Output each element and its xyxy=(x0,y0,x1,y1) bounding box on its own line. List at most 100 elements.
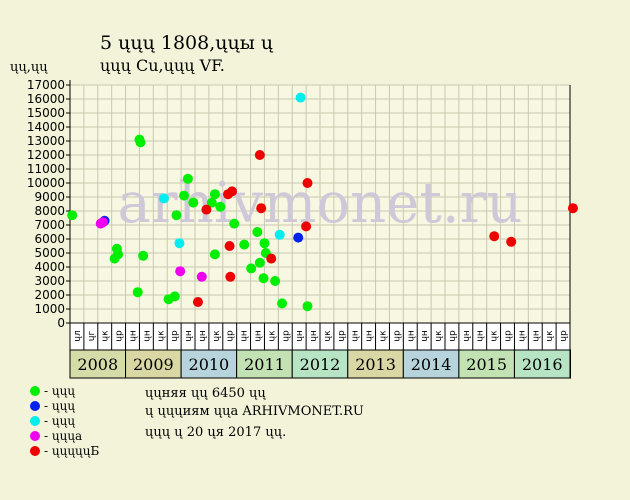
y-tick-labels: 0100020003000400050006000700080009000100… xyxy=(27,78,65,330)
month-tick-label: ųн xyxy=(295,330,305,342)
data-point xyxy=(254,257,265,268)
month-tick-label: ųр xyxy=(170,330,180,342)
average-price-note: ųųняя ųų 6450 ųų xyxy=(145,386,266,401)
month-tick-label: ųк xyxy=(545,330,555,342)
month-tick-label: ųр xyxy=(448,330,458,342)
legend-label: - ųųųа xyxy=(44,429,83,443)
legend-marker xyxy=(30,401,40,411)
data-point xyxy=(256,203,267,214)
data-point xyxy=(302,178,313,188)
data-point xyxy=(489,231,500,242)
y-tick-label: 9000 xyxy=(34,190,65,204)
data-point xyxy=(506,236,517,247)
data-point xyxy=(224,241,235,251)
legend-label: - ųųų xyxy=(44,414,76,428)
month-tick-label: ųн xyxy=(476,330,486,342)
month-tick-label: ųг xyxy=(87,331,97,342)
data-point xyxy=(254,150,265,160)
data-point xyxy=(274,229,285,240)
year-cell xyxy=(402,349,460,379)
data-point xyxy=(246,263,257,274)
month-tick-labels: ųл ųг ųк ųр ųн ųн ųк ųр ųн ųн ųк ųр ųн ųн ųк ųр ųн ųн ųк ųр… xyxy=(69,322,571,351)
y-axis-unit-label: ųų,ųų xyxy=(10,60,48,75)
data-point xyxy=(138,250,149,261)
month-tick-label: ųн xyxy=(517,330,527,342)
data-point xyxy=(225,271,236,282)
y-tick-label: 3000 xyxy=(34,274,65,288)
year-label: 2012 xyxy=(300,355,341,374)
month-tick-label: ųк xyxy=(101,330,111,342)
year-cell xyxy=(69,349,127,379)
month-tick-label: ųн xyxy=(254,330,264,342)
month-tick-label: ųк xyxy=(434,330,444,342)
data-point xyxy=(67,210,78,221)
month-tick-label: ųн xyxy=(365,330,375,342)
legend-label: - ųųųųųБ xyxy=(44,444,100,458)
data-point xyxy=(201,204,212,215)
data-point xyxy=(171,210,182,221)
month-tick-label: ųк xyxy=(212,330,222,342)
month-tick-label: ųк xyxy=(379,330,389,342)
data-point xyxy=(239,239,250,250)
data-point xyxy=(229,218,240,229)
year-cell xyxy=(458,349,515,379)
data-point xyxy=(209,189,220,200)
y-tick-label: 4000 xyxy=(34,260,65,274)
year-bar: 2008 2009 2010 2011 2012 2013 2014 2015 2016 xyxy=(69,349,571,379)
y-tick-label: 12000 xyxy=(27,148,65,162)
chart-title: 5 ųųų 1808,ųųы ų xyxy=(100,32,274,54)
y-tick-label: 1000 xyxy=(34,302,65,316)
month-tick-label: ųр xyxy=(226,330,236,342)
data-point xyxy=(206,197,217,208)
y-tick-label: 2000 xyxy=(34,288,65,302)
y-tick-label: 13000 xyxy=(27,134,65,148)
y-tick-label: 15000 xyxy=(27,106,65,120)
y-tick-label: 8000 xyxy=(34,204,65,218)
month-tick-label: ųн xyxy=(309,330,319,342)
legend-label: - ųųų xyxy=(44,399,76,413)
month-tick-label: ųк xyxy=(156,330,166,342)
month-tick-label: ųр xyxy=(337,330,347,342)
year-cell xyxy=(291,349,349,379)
gridlines xyxy=(70,84,570,323)
year-label: 2009 xyxy=(133,355,174,374)
year-cell xyxy=(347,349,404,379)
legend-label: - ųųų xyxy=(44,384,76,398)
watermark: arhivmonet.ru xyxy=(118,171,523,236)
data-point xyxy=(266,253,277,264)
year-label: 2014 xyxy=(411,355,452,374)
month-tick-label: ųн xyxy=(462,330,472,342)
date-note: ųųų ų 20 ųя 2017 ųų. xyxy=(145,425,287,440)
data-point xyxy=(258,273,269,284)
data-point xyxy=(259,238,270,249)
data-point xyxy=(132,287,143,298)
month-tick-label: ųр xyxy=(115,330,125,342)
data-point xyxy=(182,173,193,184)
data-point xyxy=(567,203,578,214)
month-tick-label: ųл xyxy=(73,330,83,341)
data-point xyxy=(209,249,220,260)
month-tick-label: ųн xyxy=(129,330,139,342)
data-point xyxy=(179,190,190,201)
data-point xyxy=(169,291,180,302)
year-label: 2013 xyxy=(355,355,396,374)
data-points xyxy=(67,92,578,312)
data-point xyxy=(277,298,288,309)
year-label: 2010 xyxy=(189,355,230,374)
data-point xyxy=(302,301,313,312)
data-point xyxy=(301,221,312,232)
data-point xyxy=(188,197,199,208)
month-tick-label: ųн xyxy=(531,330,541,342)
month-tick-label: ųр xyxy=(559,330,569,342)
legend-marker xyxy=(30,416,40,426)
legend-marker xyxy=(30,431,40,441)
y-tick-label: 14000 xyxy=(27,120,65,134)
chart-subtitle: ųųų Cu,ųųų VF. xyxy=(100,56,225,75)
year-label: 2016 xyxy=(522,355,563,374)
data-point xyxy=(295,92,306,103)
month-tick-label: ųр xyxy=(281,330,291,342)
y-tick-label: 10000 xyxy=(27,176,65,190)
y-tick-label: 6000 xyxy=(34,232,65,246)
y-tick-label: 5000 xyxy=(34,246,65,260)
data-point xyxy=(174,238,185,249)
